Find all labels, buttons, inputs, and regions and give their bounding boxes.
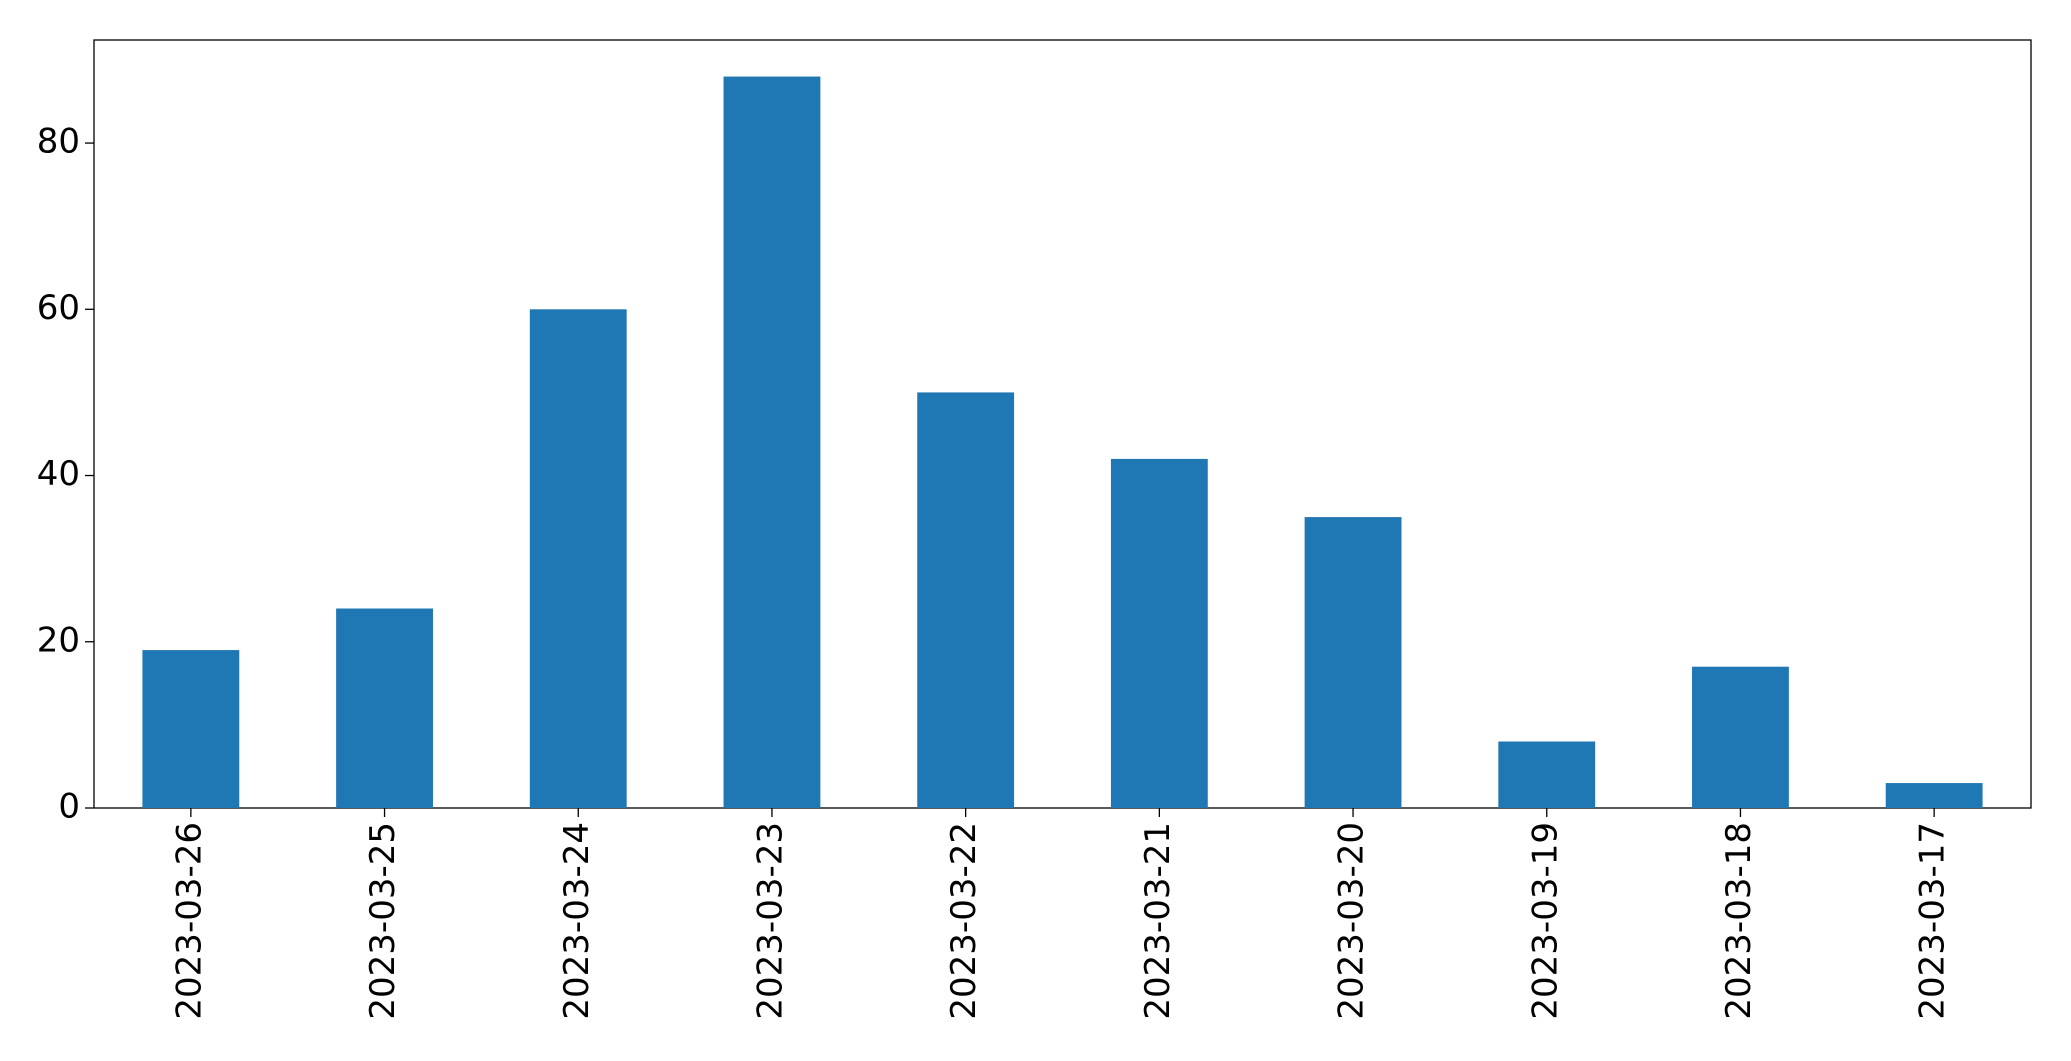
x-tick-label: 2023-03-20 [1332, 822, 1372, 1020]
bar [1692, 666, 1789, 808]
x-tick-label: 2023-03-18 [1719, 822, 1759, 1020]
y-tick-label: 60 [37, 288, 80, 328]
bar [1885, 783, 1983, 808]
x-tick-label: 2023-03-22 [944, 822, 984, 1020]
plot-frame [93, 39, 2032, 809]
x-tick-label: 2023-03-26 [169, 822, 209, 1020]
x-tick-label: 2023-03-25 [363, 822, 403, 1020]
y-tick-label: 0 [58, 787, 80, 827]
x-tick-label: 2023-03-23 [750, 822, 790, 1020]
bar [917, 392, 1015, 808]
bar [142, 650, 240, 808]
y-tick-label: 40 [37, 454, 80, 494]
bar [336, 608, 433, 808]
y-tick-label: 80 [37, 122, 80, 162]
bar [1304, 517, 1402, 808]
x-tick-label: 2023-03-24 [557, 822, 597, 1020]
x-tick-label: 2023-03-21 [1138, 822, 1178, 1020]
bar [529, 309, 627, 808]
y-tick-label: 20 [37, 620, 80, 660]
x-tick-label: 2023-03-17 [1913, 822, 1953, 1020]
x-tick-label: 2023-03-19 [1525, 822, 1565, 1020]
bar [1110, 458, 1208, 808]
bar [1498, 741, 1596, 808]
bar [723, 76, 821, 809]
